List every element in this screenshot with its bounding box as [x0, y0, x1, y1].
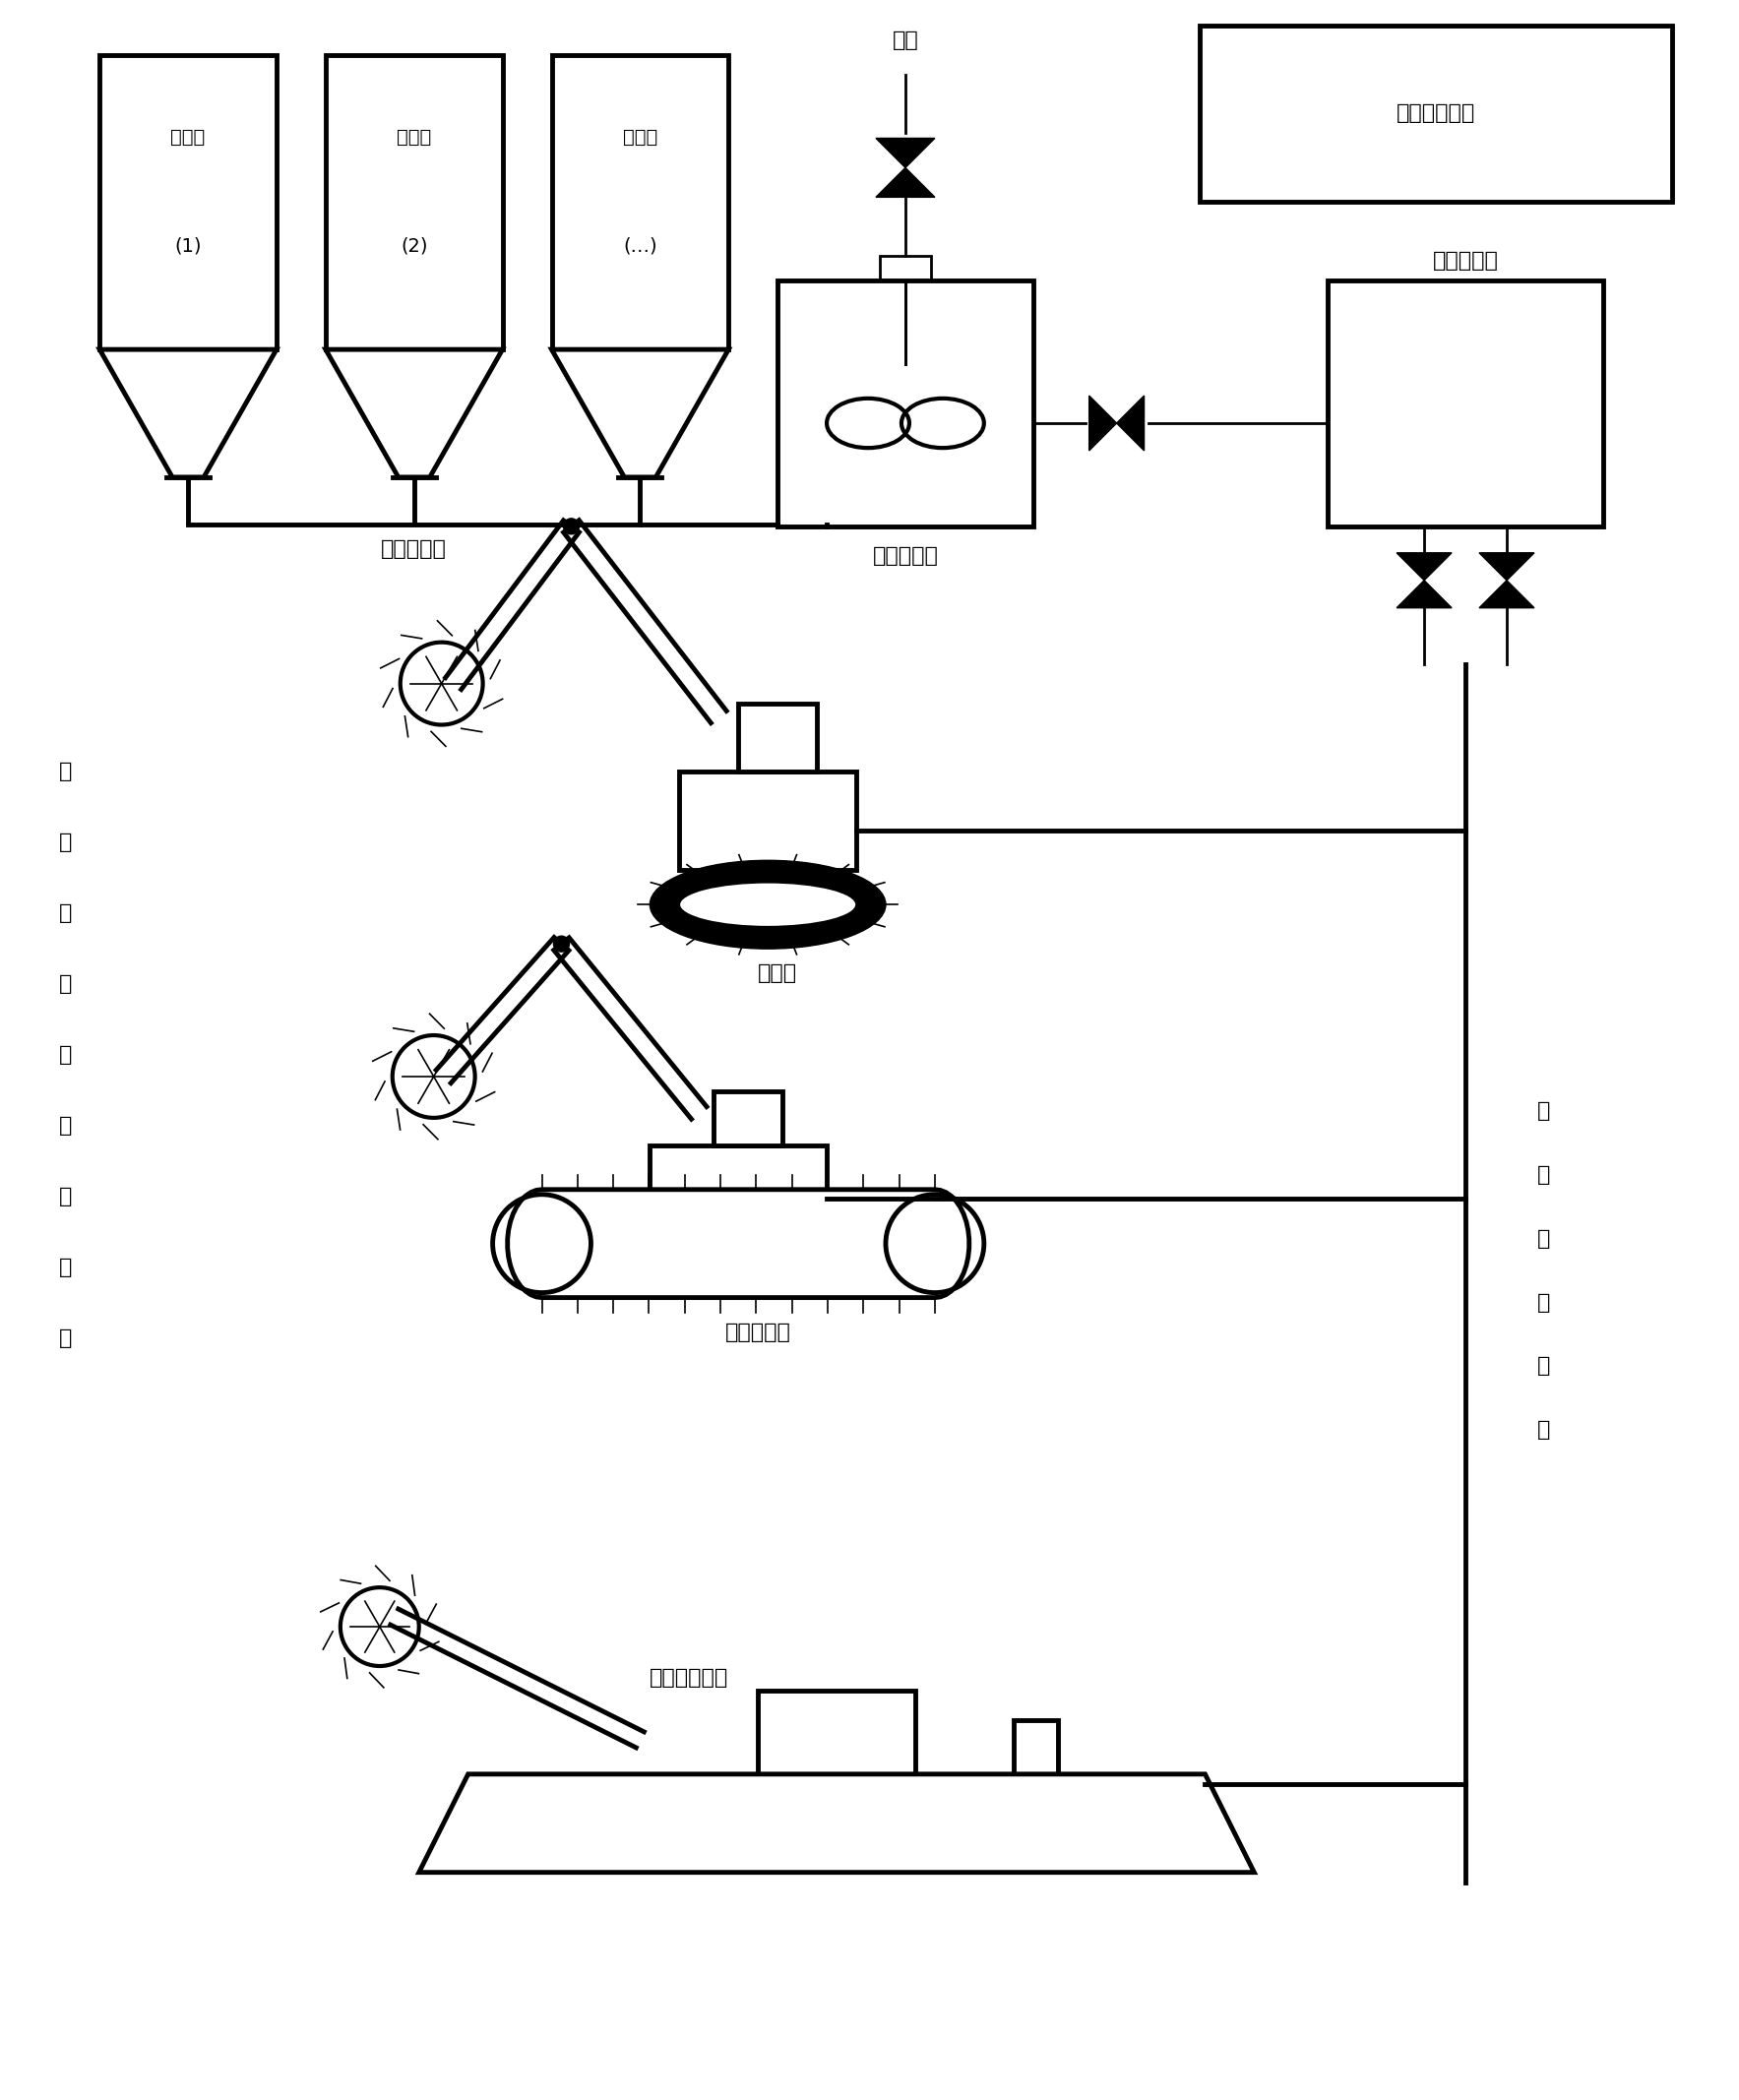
Polygon shape	[551, 349, 729, 477]
Bar	[650, 1144, 826, 1233]
Text: 管: 管	[1537, 1420, 1551, 1441]
Text: 浆: 浆	[1537, 1294, 1551, 1312]
Text: 输: 输	[1537, 1228, 1551, 1249]
Polygon shape	[419, 1774, 1254, 1873]
Text: 高: 高	[1537, 1100, 1551, 1121]
Polygon shape	[1116, 395, 1144, 452]
Text: 挖: 挖	[59, 1046, 71, 1065]
Polygon shape	[99, 349, 277, 477]
Text: 储料羐: 储料羐	[396, 128, 431, 147]
Bar	[713, 1092, 783, 1145]
Text: (1): (1)	[174, 237, 202, 256]
Polygon shape	[1480, 552, 1534, 580]
Text: 制浆搔拌机: 制浆搔拌机	[873, 546, 939, 565]
Ellipse shape	[680, 882, 856, 926]
Polygon shape	[508, 1189, 969, 1298]
Bar	[1200, 25, 1671, 202]
Polygon shape	[876, 168, 936, 197]
Text: 螺旋输送机: 螺旋输送机	[381, 540, 447, 559]
Bar	[680, 773, 856, 869]
Bar	[777, 281, 1033, 527]
Bar	[880, 256, 930, 315]
Text: 活: 活	[59, 834, 71, 853]
Text: 动: 动	[59, 903, 71, 924]
Text: 臂: 臂	[59, 974, 71, 993]
Text: 储料羐: 储料羐	[623, 128, 657, 147]
Text: 浆液输送泵: 浆液输送泵	[1433, 252, 1499, 271]
Bar	[325, 55, 503, 349]
Text: 装: 装	[59, 1258, 71, 1277]
Polygon shape	[1396, 552, 1452, 580]
Text: 挖掘机: 挖掘机	[758, 964, 798, 983]
Text: (2): (2)	[400, 237, 428, 256]
Text: 两栓挖掘机: 两栓挖掘机	[725, 1323, 791, 1342]
Text: (…): (…)	[623, 237, 657, 256]
Text: 带: 带	[59, 762, 71, 781]
Text: 搞: 搞	[59, 1115, 71, 1136]
Circle shape	[563, 519, 579, 533]
Polygon shape	[325, 349, 503, 477]
Text: 置: 置	[59, 1327, 71, 1348]
Circle shape	[553, 937, 569, 951]
Text: 储料羐: 储料羐	[170, 128, 205, 147]
Text: 拌: 拌	[59, 1186, 71, 1205]
Polygon shape	[1480, 580, 1534, 607]
Polygon shape	[876, 139, 936, 168]
Text: 自行式挖泥船: 自行式挖泥船	[650, 1667, 729, 1688]
Bar	[1329, 281, 1603, 527]
Text: 压: 压	[1537, 1166, 1551, 1184]
Bar	[1014, 1720, 1057, 1774]
Text: 水泵: 水泵	[892, 29, 918, 50]
Bar	[99, 55, 277, 349]
Bar	[551, 55, 729, 349]
Text: 计算机控制室: 计算机控制室	[1396, 103, 1475, 124]
Bar	[758, 1691, 915, 1774]
Polygon shape	[1396, 580, 1452, 607]
Text: 胶: 胶	[1537, 1357, 1551, 1376]
Polygon shape	[1089, 395, 1116, 452]
Ellipse shape	[650, 861, 885, 949]
Bar	[739, 704, 817, 773]
